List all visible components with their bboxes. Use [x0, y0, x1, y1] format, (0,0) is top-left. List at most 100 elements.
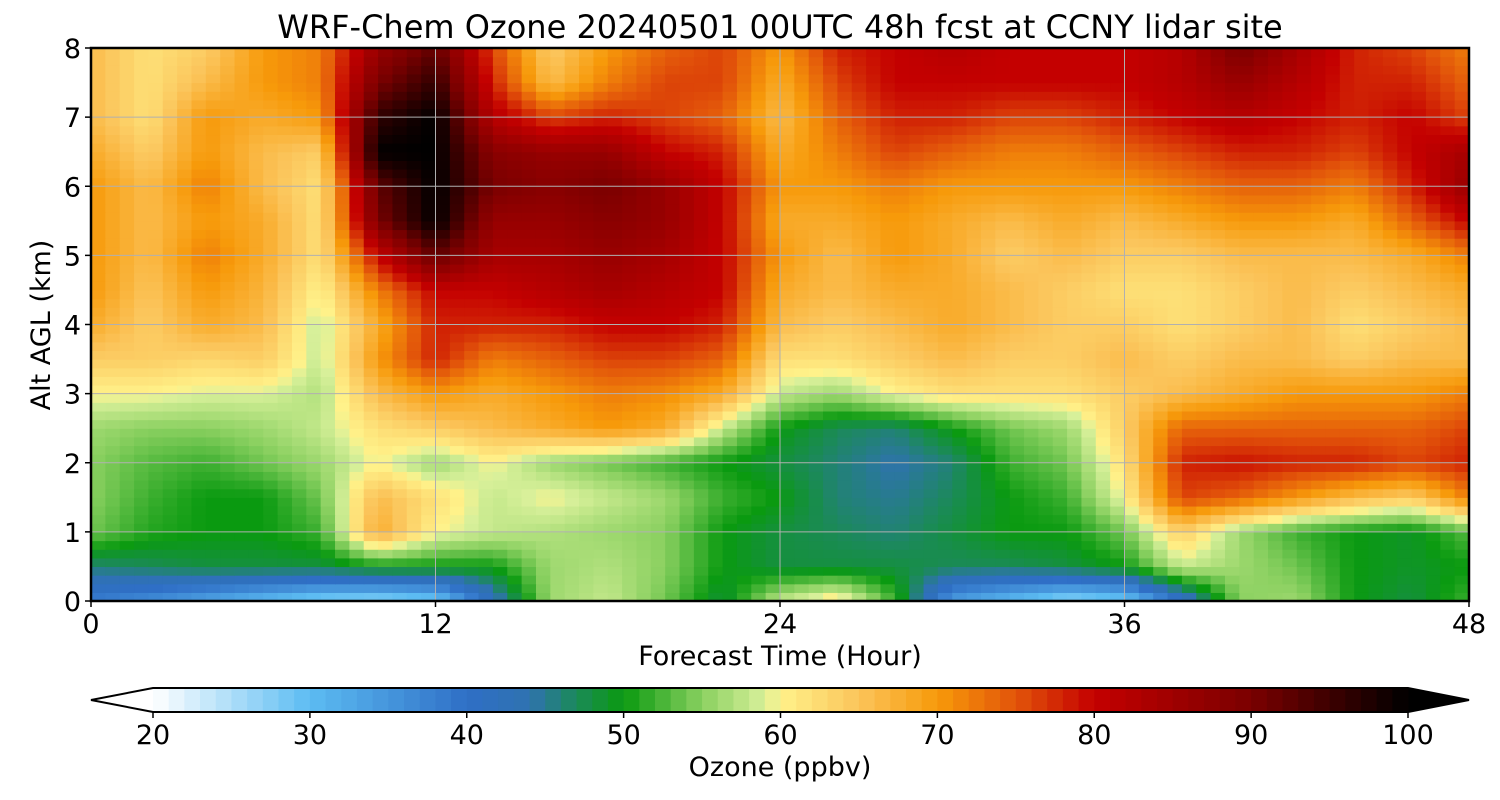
heatmap-cell [105, 575, 121, 585]
heatmap-cell [119, 203, 135, 213]
heatmap-cell [449, 384, 465, 395]
heatmap-cell [91, 488, 106, 498]
heatmap-cell [650, 272, 666, 282]
heatmap-cell [751, 281, 767, 291]
heatmap-cell [291, 151, 307, 161]
heatmap-cell [277, 428, 293, 438]
heatmap-cell [736, 246, 752, 256]
heatmap-cell [923, 168, 939, 179]
heatmap-cell [1009, 384, 1025, 395]
heatmap-cell [780, 246, 795, 256]
heatmap-cell [780, 419, 795, 429]
heatmap-cell [736, 393, 752, 403]
heatmap-cell [1124, 272, 1140, 282]
heatmap-cell [492, 177, 508, 187]
heatmap-cell [134, 246, 150, 256]
heatmap-cell [1397, 454, 1413, 464]
heatmap-cell [1354, 549, 1370, 559]
heatmap-cell [1138, 246, 1154, 256]
heatmap-cell [736, 592, 752, 601]
heatmap-cell [1239, 194, 1255, 205]
heatmap-cell [1311, 410, 1327, 421]
heatmap-cell [1138, 168, 1154, 179]
heatmap-cell [1397, 203, 1413, 213]
heatmap-cell [320, 229, 336, 239]
heatmap-cell [1368, 557, 1384, 568]
heatmap-cell [1167, 592, 1183, 601]
heatmap-cell [794, 177, 810, 187]
heatmap-cell [679, 384, 695, 395]
heatmap-cell [1009, 549, 1025, 559]
heatmap-cell [1440, 324, 1456, 334]
heatmap-cell [105, 264, 121, 274]
heatmap-cell [966, 583, 982, 593]
heatmap-cell [1067, 419, 1083, 429]
heatmap-cell [205, 186, 221, 196]
heatmap-cell [234, 592, 250, 601]
heatmap-cell [507, 540, 523, 550]
heatmap-cell [636, 246, 652, 256]
heatmap-cell [119, 566, 135, 576]
heatmap-cell [1368, 549, 1384, 559]
heatmap-cell [91, 514, 106, 524]
heatmap-cell [1440, 480, 1456, 490]
heatmap-cell [736, 315, 752, 326]
heatmap-cell [134, 428, 150, 438]
heatmap-cell [91, 376, 106, 386]
heatmap-cell [1368, 566, 1384, 576]
heatmap-cell [1454, 523, 1469, 533]
heatmap-cell [134, 324, 150, 334]
heatmap-cell [449, 367, 465, 377]
heatmap-cell [177, 480, 193, 490]
heatmap-cell [1081, 497, 1097, 507]
heatmap-cell [507, 436, 523, 447]
heatmap-cell [1153, 264, 1169, 274]
heatmap-cell [1440, 315, 1456, 326]
heatmap-cell [1425, 298, 1441, 308]
heatmap-cell [866, 583, 882, 593]
heatmap-cell [937, 514, 953, 524]
heatmap-cell [177, 523, 193, 533]
heatmap-cell [421, 454, 437, 464]
heatmap-cell [665, 393, 681, 403]
heatmap-cell [1210, 540, 1226, 550]
heatmap-cell [1095, 376, 1111, 386]
heatmap-cell [1052, 238, 1068, 248]
heatmap-cell [521, 281, 537, 291]
heatmap-cell [823, 376, 839, 386]
heatmap-cell [679, 272, 695, 282]
heatmap-cell [980, 488, 996, 498]
heatmap-cell [937, 177, 953, 187]
heatmap-cell [780, 333, 795, 343]
heatmap-cell [248, 531, 264, 542]
heatmap-cell [263, 333, 279, 343]
heatmap-cell [335, 410, 350, 421]
heatmap-cell [248, 298, 264, 308]
heatmap-cell [464, 419, 480, 429]
heatmap-cell [521, 238, 537, 248]
heatmap-cell [966, 298, 982, 308]
heatmap-cell [507, 505, 523, 516]
heatmap-cell [1095, 402, 1111, 412]
heatmap-cell [1253, 367, 1269, 377]
heatmap-cell [1110, 462, 1126, 472]
heatmap-cell [866, 298, 882, 308]
heatmap-cell [708, 393, 724, 403]
heatmap-cell [1382, 238, 1398, 248]
heatmap-cell [1181, 419, 1197, 429]
heatmap-cell [1067, 428, 1083, 438]
heatmap-cell [234, 523, 250, 533]
heatmap-cell [579, 289, 594, 300]
heatmap-cell [1124, 540, 1140, 550]
heatmap-cell [880, 445, 896, 455]
heatmap-cell [421, 566, 437, 576]
heatmap-cell [349, 281, 365, 291]
heatmap-cell [1311, 454, 1327, 464]
heatmap-cell [837, 454, 853, 464]
heatmap-cell [1181, 488, 1197, 498]
heatmap-cell [995, 592, 1011, 601]
heatmap-cell [980, 540, 996, 550]
heatmap-cell [1339, 549, 1355, 559]
heatmap-cell [780, 514, 795, 524]
heatmap-cell [708, 246, 724, 256]
